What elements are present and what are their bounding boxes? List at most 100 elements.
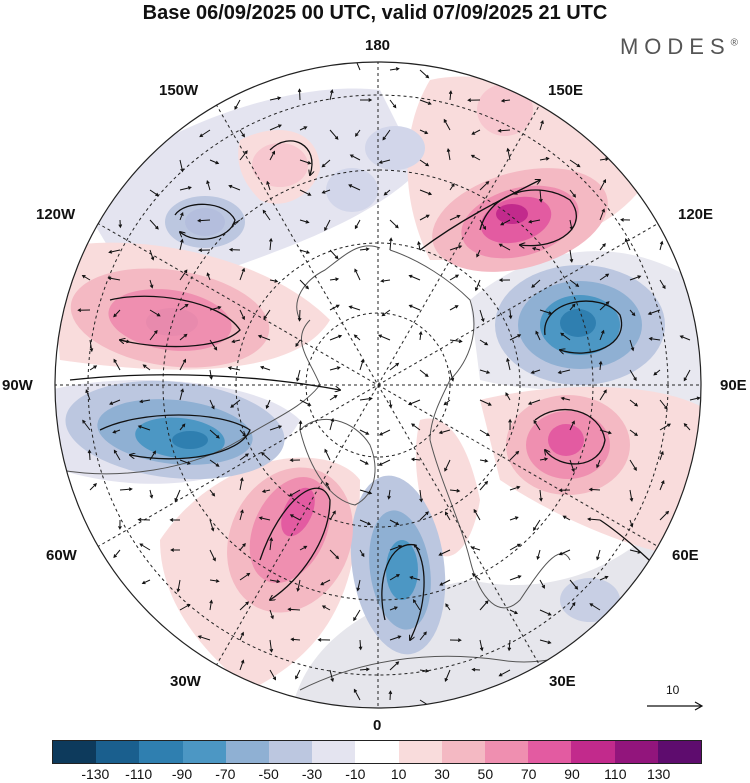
wind-arrow — [231, 219, 241, 225]
wind-arrow — [299, 159, 312, 165]
wind-arrow — [479, 459, 489, 463]
chart-title: Base 06/09/2025 00 UTC, valid 07/09/2025… — [142, 2, 608, 24]
streamline — [419, 180, 540, 251]
streamline — [69, 374, 340, 390]
wind-arrow — [378, 429, 391, 436]
colorbar — [52, 740, 702, 764]
wind-arrow — [599, 575, 609, 581]
wind-arrow — [599, 243, 606, 251]
wind-arrow — [198, 248, 211, 253]
wind-arrow — [509, 334, 522, 341]
wind-arrow — [290, 637, 301, 642]
wind-arrow — [149, 329, 158, 341]
wind-arrow — [239, 150, 248, 161]
wind-arrow — [479, 600, 489, 611]
wind-arrow — [359, 429, 370, 435]
dateline-low — [365, 126, 425, 170]
wind-arrow — [500, 98, 511, 103]
wind-arrow — [359, 489, 373, 495]
wind-arrow — [179, 159, 184, 173]
colorbar-swatch — [312, 741, 356, 763]
wind-arrow — [269, 639, 274, 653]
wind-arrow — [179, 212, 184, 221]
brand-name: MODES — [619, 34, 731, 59]
wind-arrow — [289, 514, 301, 521]
wind-arrow — [209, 429, 220, 439]
wind-arrow — [320, 579, 331, 586]
wind-arrow — [239, 453, 249, 461]
colorbar-swatch — [225, 741, 270, 763]
wind-arrow — [209, 489, 216, 497]
brand-mark: ® — [730, 37, 738, 49]
wind-arrow — [629, 339, 635, 352]
wind-arrow — [449, 638, 462, 643]
wind-arrow — [206, 179, 211, 191]
wind-arrow — [209, 339, 218, 351]
wind-arrow — [620, 217, 631, 222]
wind-arrow — [174, 489, 181, 502]
wind-arrow — [479, 369, 491, 374]
wind-arrow — [348, 305, 361, 311]
streamline — [259, 487, 331, 600]
europe-coast — [429, 439, 571, 609]
colorbar-tick-label: -50 — [258, 766, 279, 782]
wind-arrow — [139, 399, 151, 404]
wind-arrow — [239, 267, 246, 281]
wind-arrow — [295, 369, 301, 382]
wind-arrow — [359, 549, 365, 558]
wind-arrow — [269, 279, 279, 283]
wind-arrow — [467, 98, 481, 103]
wind-arrow — [474, 279, 481, 292]
wind-arrow — [446, 147, 451, 161]
wind-arrow — [505, 392, 511, 401]
streamline — [534, 408, 606, 465]
wind-arrow — [479, 339, 489, 346]
wind-arrow — [209, 399, 215, 410]
wind-arrow — [598, 360, 603, 371]
wind-arrow — [508, 309, 513, 320]
colorbar-swatch — [528, 741, 572, 763]
wind-arrow — [530, 369, 541, 374]
wind-arrow — [239, 572, 251, 581]
wind-arrow — [449, 339, 463, 344]
streamline — [544, 300, 623, 353]
wind-arrow — [299, 189, 312, 196]
atlantic-high-core — [281, 487, 315, 537]
wind-arrow — [113, 449, 121, 461]
wind-arrow — [378, 334, 391, 341]
wind-arrow — [89, 339, 94, 353]
colorbar-swatch — [398, 741, 442, 763]
wind-arrow — [260, 365, 271, 371]
wind-arrow — [479, 309, 485, 323]
wind-arrow — [558, 488, 571, 493]
wind-arrow — [445, 511, 451, 521]
siberia-low-peak — [560, 309, 596, 337]
wind-arrow — [348, 184, 361, 191]
wind-arrow — [599, 429, 612, 435]
wind-arrow — [378, 159, 391, 164]
wind-arrow — [353, 609, 361, 622]
wind-arrow — [536, 549, 541, 561]
wind-arrow — [239, 129, 245, 138]
wind-arrow — [113, 309, 121, 318]
wind-arrow — [629, 369, 637, 382]
wind-arrow — [599, 329, 605, 341]
wind-arrow — [506, 357, 511, 371]
wind-arrow — [139, 543, 151, 551]
lon-label-150w: 150W — [159, 82, 199, 99]
wind-arrow — [179, 388, 184, 401]
lon-label-90w: 90W — [2, 377, 33, 394]
wind-arrow — [679, 335, 691, 341]
wind-arrow — [449, 305, 459, 311]
wind-arrow — [261, 489, 271, 493]
lon-label-0: 0 — [373, 717, 382, 734]
wind-arrow — [359, 358, 365, 371]
wind-arrow — [321, 605, 331, 611]
wind-arrow — [141, 579, 151, 585]
wind-arrow — [209, 305, 222, 311]
colorbar-tick-label: 70 — [520, 766, 537, 782]
wind-arrow — [299, 249, 310, 254]
wind-arrow — [269, 150, 275, 161]
wind-arrow — [269, 669, 277, 681]
wind-arrow — [407, 399, 421, 406]
